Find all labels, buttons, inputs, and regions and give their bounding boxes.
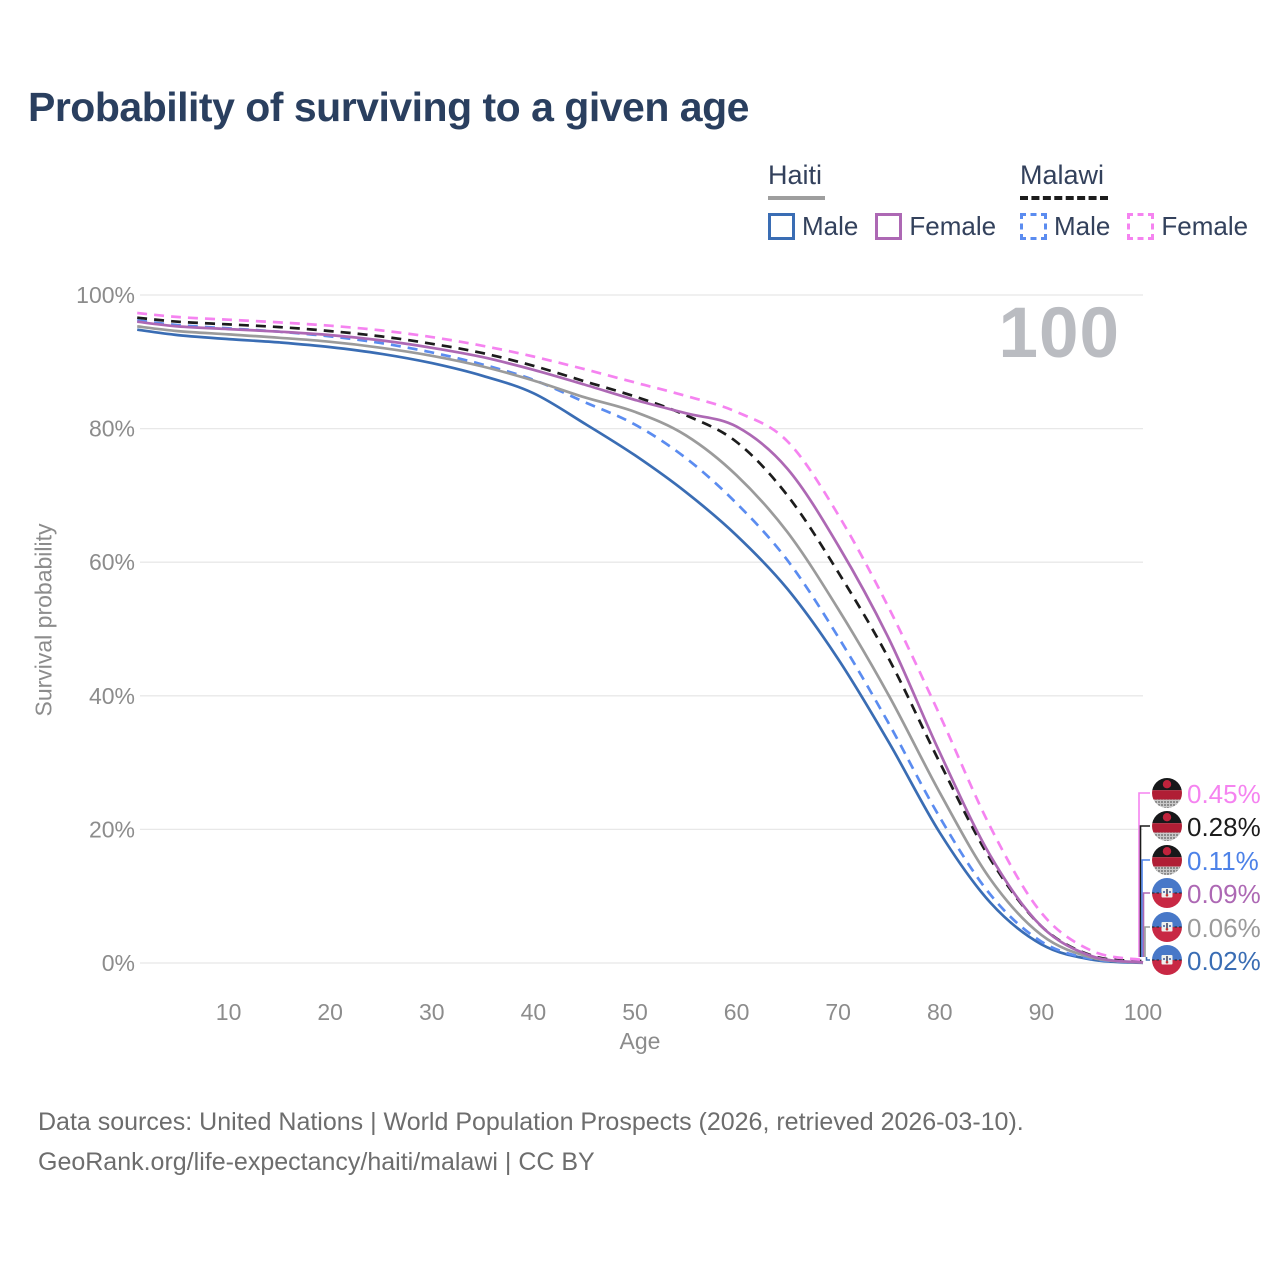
series-line-malawi-male[interactable] [137, 319, 1144, 964]
legend-label-malawi-female: Female [1161, 211, 1249, 241]
y-tick-label: 60% [89, 549, 135, 575]
age-indicator-watermark: 100 [998, 294, 1120, 373]
x-tick-label: 30 [419, 999, 445, 1025]
malawi-male-swatch[interactable] [1020, 213, 1047, 240]
end-value-label: 0.45% [1187, 779, 1261, 809]
malawi-dashed-line-swatch [1020, 196, 1108, 200]
x-tick-label: 100 [1124, 999, 1162, 1025]
haiti-female-swatch[interactable] [875, 213, 903, 240]
leader-line [1139, 825, 1150, 957]
x-tick-label: 10 [216, 999, 242, 1025]
end-value-label: 0.09% [1187, 879, 1261, 909]
leader-line [1144, 926, 1150, 957]
x-tick-label: 20 [317, 999, 343, 1025]
legend-item-malawi-male[interactable]: Male [1020, 211, 1110, 242]
data-source-line: Data sources: United Nations | World Pop… [38, 1108, 1024, 1136]
y-tick-label: 20% [89, 816, 135, 842]
x-tick-label: 80 [927, 999, 953, 1025]
leader-line [1138, 792, 1150, 957]
legend-item-haiti-male[interactable]: Male [768, 211, 858, 242]
y-tick-label: 100% [76, 282, 135, 308]
x-tick-label: 50 [622, 999, 648, 1025]
legend-country-haiti: Haiti [768, 160, 823, 190]
x-axis-title: Age [619, 1028, 661, 1054]
end-value-label: 0.06% [1187, 913, 1261, 943]
legend-group-haiti: Haiti Male Female [768, 160, 996, 242]
x-tick-label: 40 [521, 999, 547, 1025]
haiti-flag-icon [1152, 878, 1182, 908]
end-value-label: 0.28% [1187, 812, 1261, 842]
legend-label-malawi-male: Male [1054, 211, 1111, 241]
leader-line [1141, 859, 1150, 957]
leader-line [1145, 957, 1150, 961]
legend-item-malawi-female[interactable]: Female [1127, 211, 1248, 242]
series-line-haiti-both[interactable] [137, 325, 1144, 964]
x-tick-label: 60 [724, 999, 750, 1025]
series-line-malawi-female[interactable] [137, 311, 1144, 962]
haiti-male-swatch[interactable] [768, 213, 795, 240]
legend-label-haiti-male: Male [802, 211, 859, 241]
x-tick-label: 90 [1029, 999, 1055, 1025]
haiti-flag-icon [1152, 912, 1182, 942]
y-axis-title: Survival probability [30, 523, 57, 717]
y-tick-label: 80% [89, 416, 135, 442]
legend-label-haiti-female: Female [909, 211, 997, 241]
malawi-flag-icon [1152, 811, 1182, 841]
legend-item-haiti-female[interactable]: Female [875, 211, 996, 242]
haiti-solid-line-swatch [768, 196, 825, 200]
haiti-flag-icon [1152, 945, 1182, 975]
attribution-line: GeoRank.org/life-expectancy/haiti/malawi… [38, 1148, 595, 1176]
legend-country-malawi: Malawi [1020, 160, 1105, 190]
end-value-label: 0.11% [1187, 846, 1259, 876]
legend-group-malawi: Malawi Male Female [1020, 160, 1248, 242]
y-tick-label: 40% [89, 683, 135, 709]
malawi-flag-icon [1152, 845, 1182, 875]
end-value-label: 0.02% [1187, 946, 1261, 976]
leader-line [1142, 892, 1150, 957]
page-title: Probability of surviving to a given age [28, 84, 749, 130]
series-line-haiti-female[interactable] [137, 320, 1144, 964]
series-line-haiti-male[interactable] [137, 328, 1144, 965]
y-tick-label: 0% [102, 950, 135, 976]
x-tick-label: 70 [825, 999, 851, 1025]
malawi-female-swatch[interactable] [1127, 213, 1155, 240]
malawi-flag-icon [1152, 778, 1182, 808]
footer: Data sources: United Nations | World Pop… [38, 1102, 1024, 1182]
